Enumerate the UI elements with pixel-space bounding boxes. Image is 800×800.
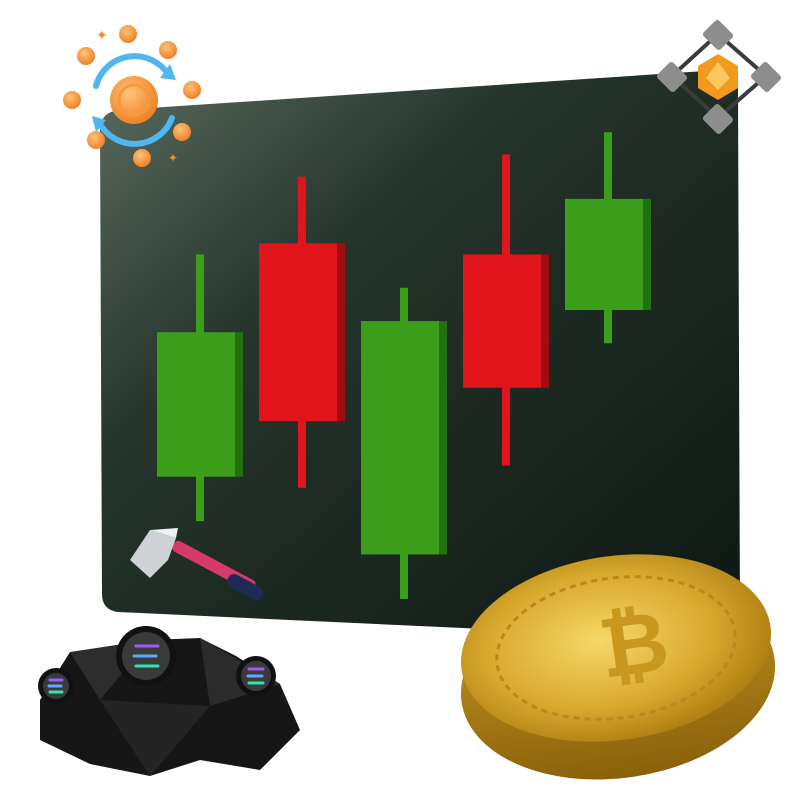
orange-coin-exchange-icon: ✦ ✦ [63, 25, 201, 167]
candle-body-side [437, 321, 447, 555]
candlestick-series [157, 132, 651, 599]
solana-ore-rocks-icon [38, 626, 300, 776]
candle-body [157, 332, 235, 477]
candle-body [259, 243, 337, 422]
candle-body-side [335, 243, 345, 422]
candle-body [565, 198, 643, 310]
svg-text:₿: ₿ [593, 591, 674, 698]
svg-text:✦: ✦ [168, 151, 178, 165]
blockchain-node-icon [656, 19, 782, 135]
candle-body [361, 321, 439, 555]
bitcoin-coin-icon: ₿ [460, 554, 776, 780]
candle-body-side [233, 332, 243, 477]
candle-body [463, 254, 541, 388]
hammer-icon [130, 528, 263, 600]
candle-body-side [539, 254, 549, 388]
candle-body-side [641, 198, 651, 310]
svg-text:✦: ✦ [96, 28, 108, 44]
